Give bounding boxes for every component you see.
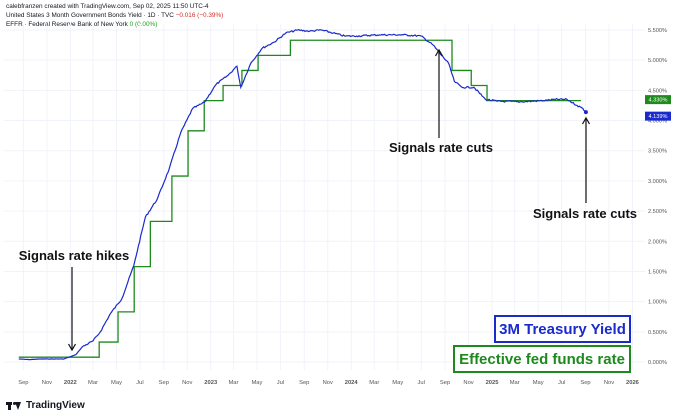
y-tick-label: 2.500% [648,209,667,215]
annotation-label: Signals rate cuts [389,140,493,155]
y-tick-label: 4.000% [648,119,667,125]
x-tick-label: Sep [580,380,590,386]
x-tick-label: Jul [558,380,565,386]
x-tick-label: May [533,380,544,386]
series2-header: EFFR · Federal Reserve Bank of New York … [6,21,157,29]
x-tick-label: Jul [418,380,425,386]
x-tick-label: May [251,380,262,386]
y-tick-label: 0.500% [648,330,667,336]
y-tick-label: 5.000% [648,58,667,64]
effr-last-value: 4.330% [649,98,668,104]
annotation-arrowhead [67,343,77,352]
effr-last-value-bg [645,95,671,105]
annotation-arrowhead [434,48,444,57]
brand-name: TradingView [26,399,85,411]
effr-series-line [18,39,581,358]
y-tick-label: 5.500% [648,28,667,34]
x-tick-label: 2025 [486,380,500,386]
yield-chart[interactable]: 0.000% 0.500% 1.000% 1.500% 2.000% 2.500% 3.00… [0,0,680,396]
footer-brand: TradingView [6,398,85,412]
x-tick-label: Sep [440,380,450,386]
x-tick-label: Jul [277,380,284,386]
x-tick-label: Sep [18,380,28,386]
treasury-series-line [18,28,587,361]
x-tick-label: Nov [42,380,52,386]
y-tick-label: 2.000% [648,239,667,245]
x-tick-label: 2024 [345,380,359,386]
x-tick-label: Nov [182,380,192,386]
series1-label: United States 3 Month Government Bonds Y… [6,12,174,19]
x-tick-label: Mar [510,380,520,386]
legend-box [453,345,631,373]
x-tick-label: Sep [159,380,169,386]
x-tick-label: Mar [228,380,238,386]
tradingview-logo-icon [6,400,22,410]
x-tick-label: Mar [88,380,98,386]
x-tick-label: May [111,380,122,386]
annotation-arrowhead [581,116,591,125]
y-tick-label: 3.500% [648,149,667,155]
x-tick-label: 2022 [64,380,77,386]
treasury-last-value-bg [645,111,671,121]
treasury-last-value: 4.139% [649,114,668,120]
chart-creator-line: calebfranzen created with TradingView.co… [6,3,209,10]
x-tick-label: Nov [323,380,333,386]
series2-change: 0 (0.00%) [129,21,158,28]
legend-label: Effective fed funds rate [459,351,625,368]
y-tick-label: 1.500% [648,269,667,275]
series1-change: −0.016 (−0.39%) [175,12,224,19]
series1-header: United States 3 Month Government Bonds Y… [6,12,223,20]
x-tick-label: Nov [463,380,473,386]
legend-label: 3M Treasury Yield [499,321,626,338]
x-tick-label: May [392,380,403,386]
annotation-label: Signals rate cuts [533,206,637,221]
x-tick-label: Nov [604,380,614,386]
x-tick-label: Sep [299,380,309,386]
x-tick-label: 2026 [626,380,640,386]
series2-label: EFFR · Federal Reserve Bank of New York [6,21,128,28]
y-tick-label: 0.000% [648,360,667,366]
y-tick-label: 3.000% [648,179,667,185]
x-tick-label: 2023 [204,380,218,386]
legend-box [494,315,631,343]
y-tick-label: 1.000% [648,300,667,306]
x-tick-label: Jul [136,380,143,386]
annotation-label: Signals rate hikes [19,248,130,263]
y-tick-label: 4.500% [648,88,667,94]
treasury-last-point [583,110,588,115]
x-tick-label: Mar [369,380,379,386]
